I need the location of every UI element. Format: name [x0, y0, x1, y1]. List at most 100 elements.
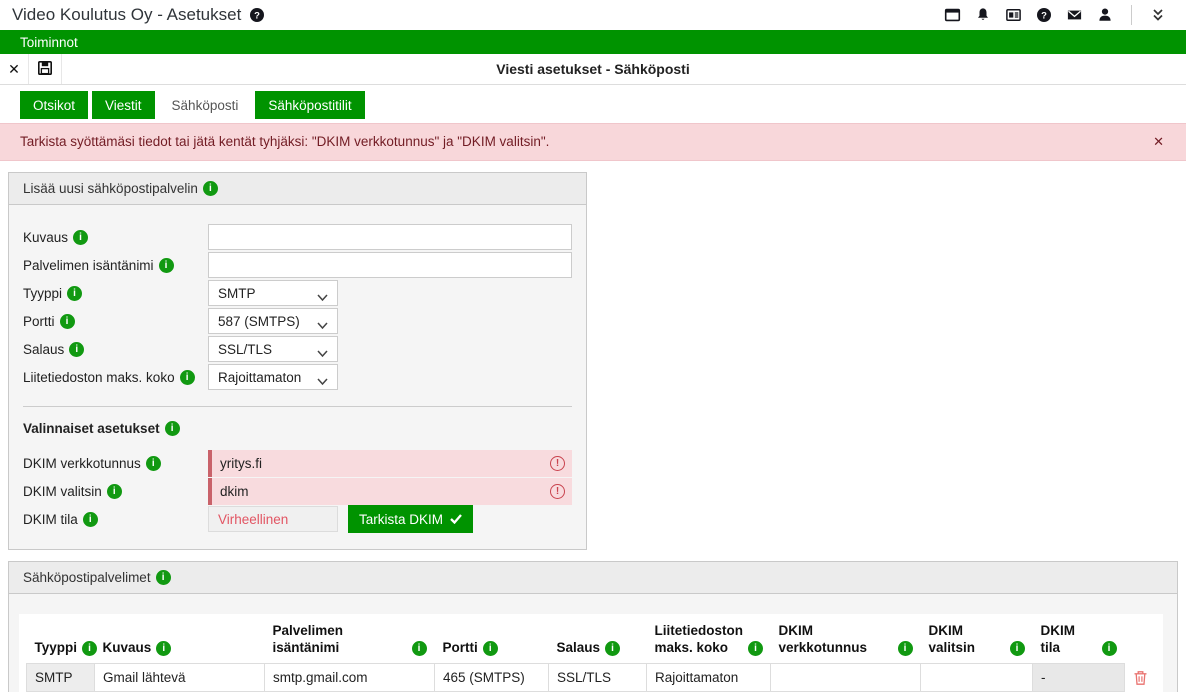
app-title: Video Koulutus Oy - Asetukset	[12, 5, 242, 24]
tab-otsikot[interactable]: Otsikot	[20, 91, 89, 119]
mail-icon[interactable]	[1066, 7, 1083, 23]
field-label: Kuvaus	[23, 229, 208, 245]
tab-bar: Otsikot Viestit Sähköposti Sähköpostitil…	[0, 91, 1186, 119]
info-icon[interactable]	[411, 641, 427, 656]
save-button[interactable]	[29, 54, 62, 84]
col-actions	[1125, 620, 1157, 664]
collapse-icon[interactable]	[1150, 7, 1166, 23]
titlebar-icon-group: ?	[944, 5, 1166, 25]
alert-text: Tarkista syöttämäsi tiedot tai jätä kent…	[20, 134, 550, 149]
table-header-row: Tyyppi Kuvaus Palvelimen isäntänimi Port…	[27, 620, 1157, 664]
alert-close-icon[interactable]: ✕	[1153, 134, 1164, 149]
form-row-kuvaus: Kuvaus	[23, 223, 572, 251]
field-label: Palvelimen isäntänimi	[23, 257, 208, 273]
info-icon[interactable]	[82, 511, 98, 527]
info-icon[interactable]	[67, 285, 83, 301]
form-row-dkim-valitsin: DKIM valitsin	[23, 477, 572, 505]
form-row-liite: Liitetiedoston maks. koko Rajoittamaton	[23, 363, 572, 391]
tab-viestit[interactable]: Viestit	[92, 91, 155, 119]
col-dkim-tila: DKIM tila	[1033, 620, 1125, 664]
optional-settings-heading: Valinnaiset asetukset	[23, 421, 572, 436]
attachment-size-select[interactable]: Rajoittamaton	[208, 364, 338, 390]
news-icon[interactable]	[1005, 7, 1022, 23]
field-label: DKIM verkkotunnus	[23, 455, 208, 471]
col-isantanimi: Palvelimen isäntänimi	[265, 620, 435, 664]
cell-dkim-verkkotunnus	[770, 663, 921, 692]
info-icon[interactable]	[482, 641, 498, 656]
chevron-down-icon	[317, 318, 328, 333]
titlebar: Video Koulutus Oy - Asetukset ? ?	[0, 0, 1186, 30]
type-select[interactable]: SMTP	[208, 280, 338, 306]
cell-dkim-tila: -	[1032, 663, 1125, 692]
col-portti: Portti	[435, 620, 549, 664]
cell-kuvaus: Gmail lähtevä	[94, 663, 265, 692]
form-row-tyyppi: Tyyppi SMTP	[23, 279, 572, 307]
field-label: Salaus	[23, 341, 208, 357]
help-badge-icon[interactable]: ?	[249, 7, 265, 23]
info-icon[interactable]	[748, 641, 763, 656]
info-icon[interactable]	[158, 257, 174, 273]
panel-header: Sähköpostipalvelimet	[9, 562, 1177, 594]
col-tyyppi: Tyyppi	[27, 620, 98, 664]
field-label: Tyyppi	[23, 285, 208, 301]
chevron-down-icon	[317, 374, 328, 389]
page-title: Viesti asetukset - Sähköposti	[496, 61, 690, 77]
info-icon[interactable]	[1101, 641, 1117, 656]
user-icon[interactable]	[1097, 7, 1113, 23]
actions-bar[interactable]: Toiminnot	[0, 30, 1186, 54]
form-row-portti: Portti 587 (SMTPS)	[23, 307, 572, 335]
close-button[interactable]: ✕	[0, 54, 29, 84]
help-icon[interactable]: ?	[1036, 7, 1052, 23]
window-icon[interactable]	[944, 7, 961, 23]
error-icon	[550, 483, 565, 499]
tab-sahkopostitilit[interactable]: Sähköpostitilit	[255, 91, 365, 119]
svg-text:?: ?	[1041, 11, 1047, 22]
chevron-down-icon	[317, 290, 328, 305]
info-icon[interactable]	[155, 570, 171, 585]
form-row-dkim-verkkotunnus: DKIM verkkotunnus	[23, 449, 572, 477]
info-icon[interactable]	[106, 483, 122, 499]
dkim-status-field: Virheellinen	[208, 506, 338, 532]
dkim-domain-field-wrap	[208, 449, 572, 477]
divider	[23, 406, 572, 407]
check-dkim-button[interactable]: Tarkista DKIM	[348, 505, 474, 533]
titlebar-separator	[1131, 5, 1132, 25]
info-icon[interactable]	[145, 455, 161, 471]
info-icon[interactable]	[605, 641, 621, 656]
kuvaus-input[interactable]	[208, 224, 572, 250]
panel-body: Kuvaus Palvelimen isäntänimi Tyyppi SMTP	[9, 205, 586, 549]
close-icon: ✕	[8, 60, 20, 77]
info-icon[interactable]	[164, 421, 180, 436]
tab-sahkoposti[interactable]: Sähköposti	[158, 91, 252, 119]
cell-liite: Rajoittamaton	[646, 663, 771, 692]
cell-isantanimi: smtp.gmail.com	[264, 663, 435, 692]
dkim-domain-input[interactable]	[208, 449, 572, 477]
hostname-input[interactable]	[208, 252, 572, 278]
info-icon[interactable]	[202, 181, 218, 196]
info-icon[interactable]	[179, 369, 195, 385]
cell-dkim-valitsin	[920, 663, 1033, 692]
field-label: DKIM tila	[23, 511, 208, 527]
chevron-down-icon	[317, 346, 328, 361]
col-salaus: Salaus	[549, 620, 647, 664]
info-icon[interactable]	[59, 313, 75, 329]
col-kuvaus: Kuvaus	[95, 620, 265, 664]
dkim-selector-input[interactable]	[208, 477, 572, 505]
info-icon[interactable]	[69, 341, 85, 357]
add-mailserver-panel: Lisää uusi sähköpostipalvelin Kuvaus Pal…	[8, 172, 587, 550]
bell-icon[interactable]	[975, 7, 991, 23]
trash-icon[interactable]	[1133, 670, 1148, 686]
info-icon[interactable]	[897, 641, 913, 656]
panel-title: Lisää uusi sähköpostipalvelin	[23, 181, 198, 196]
cell-tyyppi: SMTP	[26, 663, 95, 692]
info-icon[interactable]	[73, 229, 89, 245]
info-icon[interactable]	[156, 641, 172, 656]
panel-header: Lisää uusi sähköpostipalvelin	[9, 173, 586, 205]
form-row-salaus: Salaus SSL/TLS	[23, 335, 572, 363]
panel-body: Tyyppi Kuvaus Palvelimen isäntänimi Port…	[9, 594, 1177, 692]
encryption-select[interactable]: SSL/TLS	[208, 336, 338, 362]
port-select[interactable]: 587 (SMTPS)	[208, 308, 338, 334]
info-icon[interactable]	[82, 641, 98, 656]
svg-text:?: ?	[254, 11, 260, 22]
info-icon[interactable]	[1009, 641, 1025, 656]
